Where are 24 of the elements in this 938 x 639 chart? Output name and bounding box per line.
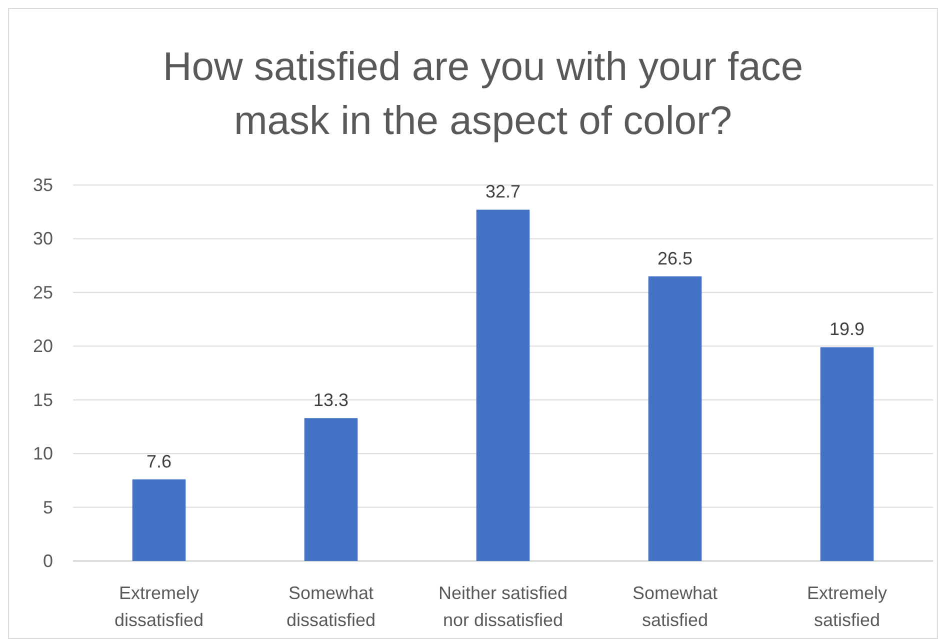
y-tick-label: 0	[42, 551, 53, 571]
bar	[648, 276, 702, 561]
bar	[132, 479, 186, 561]
data-label: 13.3	[313, 390, 349, 410]
y-tick-label: 5	[42, 497, 53, 518]
y-tick-label: 10	[32, 444, 53, 464]
data-label: 26.5	[657, 248, 693, 268]
data-label: 7.6	[146, 451, 172, 472]
y-tick-label: 15	[32, 390, 53, 410]
bar	[476, 210, 530, 561]
x-tick-label: Somewhat satisfied	[632, 583, 718, 630]
y-tick-label: 30	[32, 228, 53, 249]
x-tick-label: Somewhat dissatisfied	[286, 583, 376, 630]
data-label: 19.9	[829, 319, 865, 340]
x-tick-label: Extremely dissatisfied	[114, 583, 204, 630]
y-tick-label: 25	[32, 282, 53, 302]
y-tick-label: 35	[32, 175, 53, 195]
x-tick-label: Neither satisfied nor dissatisfied	[438, 583, 568, 630]
bar	[820, 347, 874, 561]
x-tick-label: Extremely satisfied	[806, 583, 888, 630]
chart-title: How satisfied are you with your face mask in the aspect of color?	[162, 45, 804, 143]
data-label: 32.7	[485, 182, 521, 202]
bar	[304, 418, 358, 561]
y-tick-label: 20	[32, 336, 53, 356]
